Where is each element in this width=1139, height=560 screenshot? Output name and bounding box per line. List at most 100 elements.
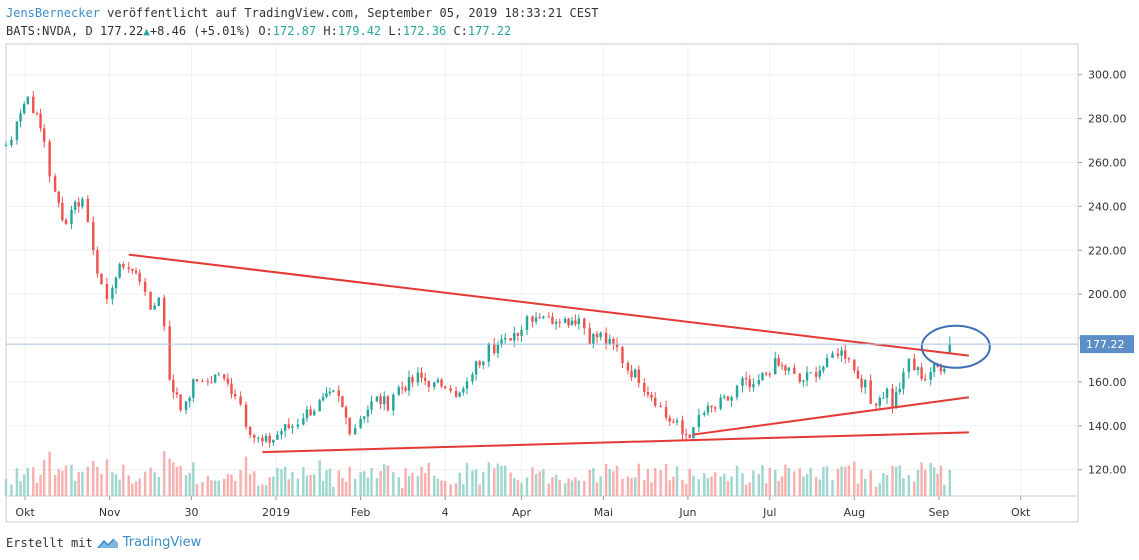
volume-bar [283, 466, 287, 496]
volume-bar [226, 473, 230, 496]
volume-bar [465, 463, 469, 496]
volume-bar [400, 487, 404, 496]
volume-bar [291, 472, 294, 496]
candle-body [332, 390, 335, 392]
volume-bar [703, 473, 706, 496]
volume-bar [482, 471, 485, 496]
tradingview-brand[interactable]: TradingView [122, 535, 202, 550]
volume-bar [615, 465, 619, 496]
volume-bar [244, 456, 248, 496]
open-label: O: [258, 24, 273, 38]
candle-body [244, 404, 248, 427]
candle-body [818, 370, 821, 377]
volume-bar [684, 483, 688, 496]
candle-body [668, 417, 671, 422]
candle-body [392, 394, 395, 411]
candle-body [869, 380, 872, 404]
candle-body [878, 397, 882, 406]
candle-body [538, 317, 541, 319]
y-tick-label: 120.00 [1088, 464, 1127, 477]
candle-body [500, 339, 503, 345]
candle-body [761, 373, 764, 381]
y-tick-label: 200.00 [1088, 288, 1127, 301]
volume-bar [757, 474, 761, 496]
volume-bar [19, 481, 22, 496]
volume-bar [719, 476, 722, 496]
volume-bar [70, 464, 73, 496]
volume-bar [375, 478, 379, 496]
candle-body [920, 367, 923, 379]
volume-bar [878, 483, 882, 496]
candle-body [802, 380, 805, 382]
volume-bar [493, 468, 496, 496]
volume-bar [836, 468, 840, 496]
candle-body [344, 407, 348, 418]
volume-bar [127, 475, 130, 496]
volume-bar [563, 483, 567, 496]
volume-bar [588, 469, 591, 496]
volume-bar [531, 467, 534, 496]
candle-body [773, 358, 777, 375]
volume-bar [574, 477, 577, 496]
volume-bar [280, 469, 283, 496]
volume-bar [462, 484, 465, 496]
candle-body [397, 387, 401, 395]
candle-body [595, 333, 599, 338]
y-tick-label: 140.00 [1088, 420, 1127, 433]
candle-body [77, 201, 80, 207]
volume-bar [744, 484, 748, 496]
candle-body [684, 434, 688, 436]
volume-bar [26, 467, 30, 496]
candle-body [916, 367, 920, 371]
candle-body [370, 401, 373, 410]
volume-bar [433, 475, 436, 496]
volume-bar [188, 472, 191, 496]
volume-bar [664, 463, 668, 496]
volume-bar [478, 484, 481, 496]
candle-body [939, 366, 943, 372]
candle-body [577, 318, 581, 324]
volume-bar [157, 476, 160, 496]
annotation-circle [920, 324, 991, 369]
candle-body [664, 406, 668, 418]
candle-body [257, 437, 260, 439]
volume-bar [818, 479, 821, 496]
volume-bar [184, 475, 188, 496]
candle-body [723, 396, 726, 398]
volume-bar [891, 465, 894, 496]
volume-bar [802, 476, 805, 496]
candle-body [493, 343, 496, 354]
candle-body [853, 359, 856, 371]
candle-body [465, 381, 469, 389]
volume-bar [520, 482, 523, 496]
candle-body [321, 396, 325, 401]
candle-body [105, 283, 109, 299]
candle-body [172, 379, 175, 393]
candle-body [814, 372, 818, 377]
volume-bar [348, 466, 351, 496]
author-name[interactable]: JensBernecker [6, 6, 100, 20]
candle-body [864, 380, 867, 388]
volume-bar [924, 469, 927, 496]
volume-bar [929, 462, 932, 496]
x-tick-label: 2019 [262, 506, 290, 519]
volume-bar [646, 468, 650, 496]
candle-body [192, 379, 195, 398]
volume-bar [195, 484, 199, 496]
candle-body [449, 388, 452, 391]
candle-body [230, 383, 233, 395]
volume-bar [337, 470, 341, 496]
candle-body [741, 378, 744, 386]
candle-body [929, 372, 932, 380]
candle-body [534, 317, 538, 322]
candle-body [458, 392, 461, 397]
candle-body [874, 403, 878, 406]
volume-bar [353, 479, 357, 496]
low-value: 172.36 [402, 24, 447, 38]
candle-body [15, 121, 19, 140]
volume-bar [856, 483, 860, 496]
candle-body [114, 277, 118, 289]
candle-body [643, 383, 646, 392]
candle-body [411, 377, 414, 383]
